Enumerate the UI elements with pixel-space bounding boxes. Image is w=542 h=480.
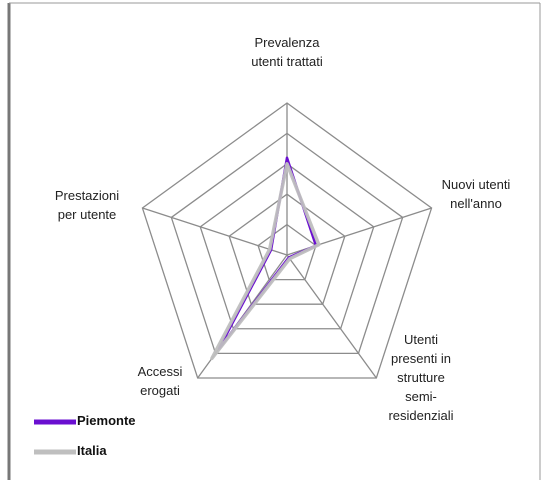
axis-label: Nuovi utenti nell'anno — [441, 177, 511, 211]
grid-ring — [228, 193, 346, 305]
axis-label: Accessi erogati — [137, 364, 183, 398]
legend-label: Piemonte — [77, 413, 136, 428]
legend-label: Italia — [77, 443, 107, 458]
spoke — [286, 254, 377, 379]
grid-ring — [141, 102, 433, 379]
grid-ring — [199, 162, 375, 330]
series-line — [210, 162, 321, 361]
grid-ring — [170, 132, 404, 355]
axis-label: Prestazioni per utente — [54, 188, 120, 222]
axis-label: Prevalenza utenti trattati — [251, 35, 323, 69]
spoke — [142, 207, 288, 256]
axis-label: Utenti presenti in strutture semi-reside… — [388, 332, 454, 423]
grid-ring — [257, 223, 317, 281]
